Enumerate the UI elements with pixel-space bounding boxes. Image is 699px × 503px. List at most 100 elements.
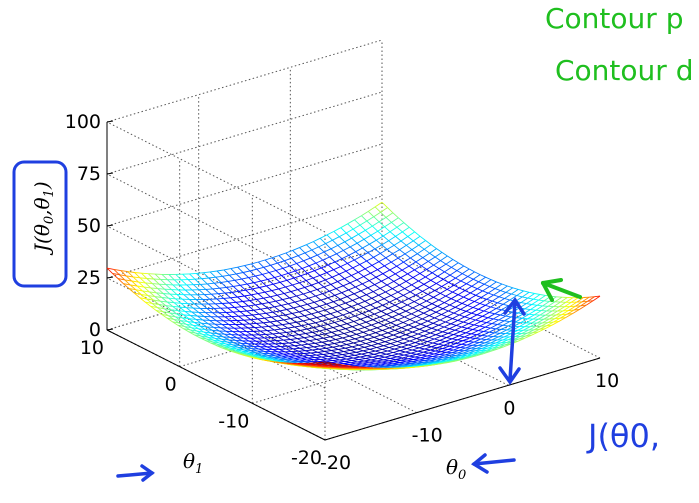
- mesh-segment: [354, 315, 361, 320]
- mesh-segment: [338, 348, 344, 353]
- z-label-mid: ,θ: [30, 197, 54, 215]
- mesh-segment: [446, 312, 455, 318]
- mesh-segment: [315, 262, 322, 269]
- mesh-segment: [467, 324, 475, 329]
- mesh-segment: [373, 334, 382, 338]
- mesh-segment: [406, 348, 413, 351]
- mesh-segment: [453, 331, 461, 336]
- mesh-segment: [175, 316, 183, 319]
- mesh-segment: [381, 201, 388, 208]
- mesh-segment: [472, 307, 479, 310]
- mesh-segment: [308, 297, 315, 303]
- mesh-segment: [218, 292, 226, 295]
- mesh-segment: [373, 336, 380, 341]
- mesh-segment: [438, 268, 445, 273]
- mesh-segment: [382, 231, 391, 237]
- mesh-segment: [327, 297, 334, 303]
- mesh-segment: [261, 274, 269, 280]
- mesh-segment: [162, 293, 169, 299]
- mesh-segment: [382, 348, 388, 352]
- mesh-segment: [524, 308, 531, 311]
- mesh-segment: [117, 278, 124, 284]
- mesh-segment: [539, 310, 547, 316]
- mesh-segment: [180, 302, 187, 309]
- mesh-segment: [475, 290, 483, 296]
- mesh-segment: [415, 318, 423, 323]
- mesh-segment: [296, 260, 304, 264]
- mesh-segment: [297, 315, 305, 318]
- mesh-segment: [227, 281, 234, 287]
- mesh-segment: [349, 333, 357, 337]
- mesh-segment: [405, 277, 414, 282]
- mesh-segment: [372, 339, 380, 343]
- mesh-segment: [360, 316, 368, 320]
- mesh-segment: [281, 343, 288, 347]
- mesh-segment: [419, 273, 426, 278]
- mesh-segment: [328, 340, 335, 344]
- mesh-segment: [160, 279, 167, 285]
- mesh-segment: [361, 215, 368, 222]
- mesh-segment: [382, 235, 389, 242]
- mesh-segment: [290, 257, 297, 264]
- mesh-segment: [338, 347, 346, 350]
- mesh-segment: [369, 243, 376, 250]
- mesh-segment: [293, 347, 300, 350]
- mesh-segment: [137, 285, 145, 288]
- mesh-segment: [383, 324, 390, 329]
- mesh-segment: [379, 313, 387, 318]
- mesh-segment: [324, 309, 331, 315]
- mesh-segment: [278, 314, 286, 317]
- mesh-segment: [407, 231, 415, 237]
- mesh-segment: [503, 343, 511, 348]
- mesh-segment: [289, 323, 295, 328]
- mesh-segment: [448, 282, 455, 286]
- mesh-segment: [306, 346, 314, 349]
- mesh-segment: [524, 304, 533, 310]
- mesh-segment: [168, 274, 175, 281]
- mesh-segment: [457, 319, 464, 323]
- grid-line-z-back: [106, 143, 383, 227]
- mesh-segment: [409, 315, 417, 320]
- mesh-segment: [568, 305, 576, 311]
- mesh-segment: [221, 347, 228, 351]
- mesh-segment: [478, 330, 484, 332]
- mesh-segment: [201, 322, 208, 328]
- mesh-segment: [487, 332, 495, 337]
- mesh-segment: [348, 254, 355, 261]
- mesh-segment: [383, 343, 391, 347]
- mesh-segment: [531, 331, 539, 336]
- mesh-segment: [400, 304, 408, 309]
- mesh-segment: [523, 290, 530, 293]
- mesh-segment: [432, 339, 440, 344]
- mesh-segment: [363, 304, 371, 308]
- mesh-segment: [310, 257, 317, 264]
- mesh-segment: [205, 312, 212, 318]
- mesh-segment: [417, 330, 426, 335]
- mesh-segment: [375, 304, 383, 309]
- mesh-segment: [204, 339, 211, 344]
- mesh-segment: [161, 313, 169, 317]
- y-axis-label: θ1: [183, 449, 203, 477]
- mesh-segment: [498, 296, 505, 299]
- mesh-segment: [257, 291, 265, 295]
- mesh-segment: [378, 257, 387, 263]
- mesh-segment: [416, 335, 424, 339]
- mesh-segment: [412, 304, 420, 309]
- mesh-segment: [535, 305, 543, 311]
- mesh-segment: [290, 316, 298, 320]
- mesh-segment: [130, 284, 138, 287]
- mesh-segment: [326, 230, 335, 236]
- mesh-segment: [514, 317, 523, 323]
- mesh-segment: [294, 325, 302, 328]
- mesh-segment: [244, 265, 251, 272]
- mesh-segment: [325, 279, 332, 285]
- mesh-segment: [334, 294, 341, 300]
- mesh-segment: [524, 334, 532, 339]
- mesh-segment: [247, 282, 255, 285]
- mesh-segment: [373, 216, 380, 223]
- mesh-segment: [429, 287, 436, 291]
- mesh-segment: [279, 309, 287, 312]
- mesh-segment: [176, 313, 183, 319]
- mesh-segment: [392, 212, 399, 219]
- mesh-segment: [315, 341, 323, 344]
